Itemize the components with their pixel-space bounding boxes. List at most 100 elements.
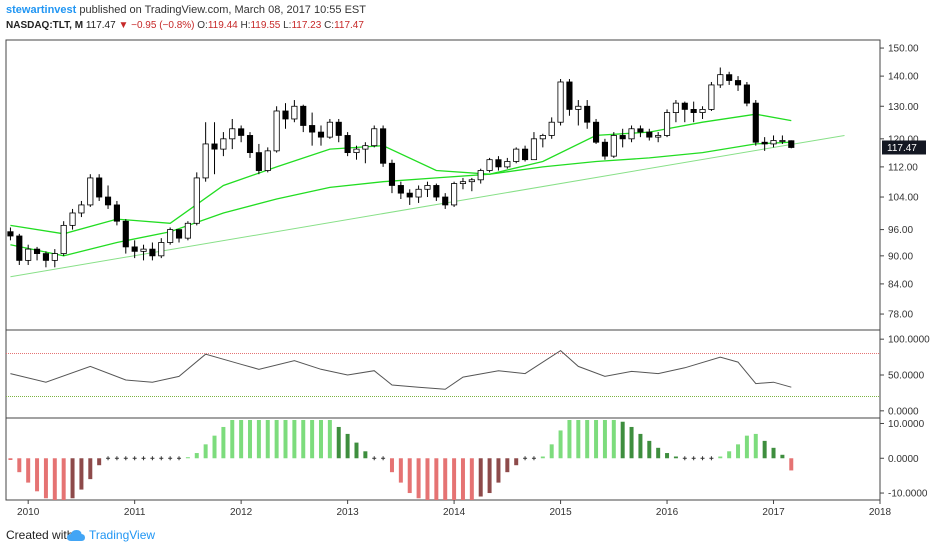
histogram-bar[interactable]: [469, 458, 474, 500]
candle[interactable]: [113, 200, 120, 226]
candle[interactable]: [122, 219, 129, 254]
histogram-bar[interactable]: [327, 420, 332, 459]
histogram-bar[interactable]: [239, 420, 244, 459]
candle[interactable]: [610, 132, 617, 158]
histogram-bar[interactable]: [70, 458, 75, 499]
candle[interactable]: [7, 227, 14, 241]
candle[interactable]: [78, 200, 85, 218]
momentum-panel[interactable]: [8, 420, 794, 500]
candle[interactable]: [69, 208, 76, 230]
candle[interactable]: [459, 177, 467, 190]
histogram-bar[interactable]: [301, 420, 306, 459]
histogram-bar[interactable]: [549, 444, 554, 459]
histogram-bar[interactable]: [647, 440, 652, 459]
histogram-bar[interactable]: [194, 453, 199, 459]
candle[interactable]: [193, 172, 200, 226]
histogram-bar[interactable]: [26, 458, 31, 483]
candle[interactable]: [238, 125, 245, 143]
candle[interactable]: [149, 242, 156, 261]
candle[interactable]: [131, 240, 138, 259]
moving-average-slow[interactable]: [10, 141, 792, 257]
candle[interactable]: [486, 157, 493, 173]
candle[interactable]: [362, 142, 369, 164]
histogram-zero-mark[interactable]: [106, 456, 111, 461]
candle[interactable]: [477, 168, 484, 184]
histogram-bar[interactable]: [221, 426, 226, 459]
histogram-bar[interactable]: [727, 451, 732, 459]
candle[interactable]: [246, 132, 254, 158]
candle[interactable]: [548, 117, 555, 139]
candle[interactable]: [681, 101, 688, 123]
candle[interactable]: [184, 221, 191, 241]
candle[interactable]: [628, 125, 635, 143]
candle[interactable]: [211, 122, 218, 175]
histogram-bar[interactable]: [389, 458, 394, 473]
candle[interactable]: [317, 125, 325, 146]
histogram-bar[interactable]: [416, 458, 421, 499]
histogram-zero-mark[interactable]: [381, 456, 386, 461]
candle[interactable]: [726, 71, 733, 85]
candle[interactable]: [672, 100, 679, 123]
candle[interactable]: [353, 145, 360, 160]
histogram-bar[interactable]: [354, 442, 359, 459]
candle[interactable]: [255, 143, 262, 175]
candle[interactable]: [33, 246, 41, 261]
candle[interactable]: [397, 181, 404, 199]
histogram-zero-mark[interactable]: [700, 456, 705, 461]
candle[interactable]: [592, 118, 600, 144]
histogram-bar[interactable]: [762, 440, 767, 459]
trendline[interactable]: [10, 134, 845, 278]
candle[interactable]: [770, 135, 777, 148]
histogram-bar[interactable]: [35, 458, 40, 492]
candle[interactable]: [344, 132, 351, 157]
histogram-bar[interactable]: [771, 447, 776, 459]
candle[interactable]: [25, 244, 32, 265]
histogram-zero-mark[interactable]: [682, 456, 687, 461]
histogram-bar[interactable]: [97, 458, 102, 466]
candle[interactable]: [539, 133, 546, 148]
tradingview-brand-link[interactable]: TradingView: [89, 528, 156, 542]
histogram-bar[interactable]: [452, 458, 457, 500]
histogram-bar[interactable]: [744, 435, 749, 459]
histogram-zero-mark[interactable]: [177, 456, 182, 461]
histogram-bar[interactable]: [318, 420, 323, 459]
candle[interactable]: [637, 125, 644, 138]
candle[interactable]: [87, 174, 94, 207]
histogram-bar[interactable]: [718, 456, 723, 459]
candle[interactable]: [42, 251, 49, 268]
histogram-bar[interactable]: [256, 420, 261, 459]
candle[interactable]: [761, 137, 768, 151]
histogram-bar[interactable]: [594, 420, 599, 459]
histogram-zero-mark[interactable]: [159, 456, 164, 461]
histogram-zero-mark[interactable]: [168, 456, 173, 461]
histogram-bar[interactable]: [789, 458, 794, 471]
histogram-bar[interactable]: [620, 421, 625, 459]
candle[interactable]: [16, 233, 23, 265]
candle[interactable]: [468, 177, 475, 192]
histogram-bar[interactable]: [602, 420, 607, 459]
candle[interactable]: [433, 183, 440, 201]
histogram-bar[interactable]: [487, 458, 492, 494]
candle[interactable]: [371, 125, 378, 148]
histogram-bar[interactable]: [576, 420, 581, 459]
histogram-bar[interactable]: [292, 420, 297, 459]
histogram-bar[interactable]: [496, 458, 501, 483]
candle[interactable]: [229, 118, 236, 150]
candle[interactable]: [326, 118, 333, 139]
candle[interactable]: [495, 156, 502, 171]
candle[interactable]: [530, 132, 538, 161]
histogram-bar[interactable]: [79, 458, 84, 490]
candle[interactable]: [663, 109, 671, 138]
candle[interactable]: [646, 128, 653, 141]
candle[interactable]: [220, 132, 227, 157]
histogram-bar[interactable]: [425, 458, 430, 500]
candle[interactable]: [273, 106, 280, 153]
candle[interactable]: [584, 100, 591, 129]
histogram-bar[interactable]: [345, 433, 350, 459]
histogram-bar[interactable]: [656, 447, 661, 459]
candle[interactable]: [335, 118, 342, 143]
candle[interactable]: [264, 147, 271, 173]
histogram-bar[interactable]: [398, 458, 403, 483]
candle[interactable]: [752, 100, 759, 146]
candle[interactable]: [504, 157, 511, 169]
